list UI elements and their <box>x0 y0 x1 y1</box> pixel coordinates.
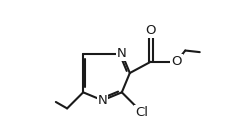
Text: N: N <box>117 47 127 60</box>
Text: N: N <box>98 94 107 107</box>
Text: O: O <box>171 55 182 68</box>
Text: O: O <box>146 24 156 37</box>
Text: Cl: Cl <box>136 106 148 119</box>
